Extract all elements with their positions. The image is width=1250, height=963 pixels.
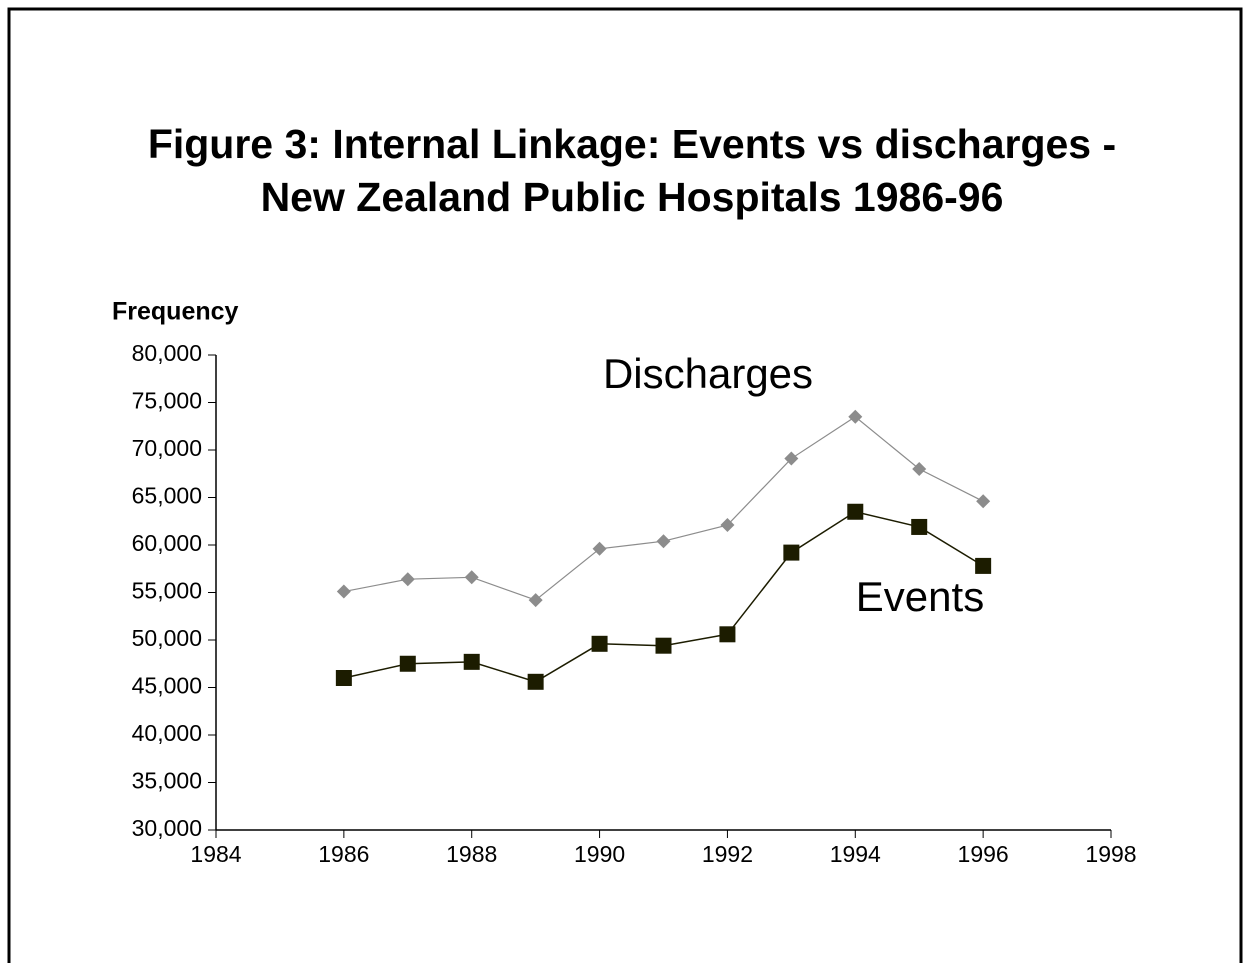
y-tick-label: 60,000	[132, 530, 202, 556]
marker	[335, 670, 352, 686]
marker	[527, 673, 544, 690]
marker	[591, 635, 608, 652]
chart-title: New Zealand Public Hospitals 1986-96	[261, 174, 1004, 220]
y-axis-label: Frequency	[112, 298, 239, 326]
marker	[400, 572, 415, 587]
marker	[399, 655, 416, 672]
y-tick-label: 65,000	[132, 483, 202, 509]
frame	[7, 7, 1243, 963]
y-tick-label: 40,000	[132, 720, 202, 746]
x-tick-label: 1994	[830, 841, 881, 867]
y-tick-label: 35,000	[132, 768, 202, 794]
series-label: Discharges	[603, 350, 813, 397]
marker	[784, 451, 799, 466]
x-tick-label: 1986	[318, 841, 369, 867]
marker	[912, 462, 927, 476]
marker	[976, 494, 991, 509]
y-tick-label: 75,000	[132, 388, 202, 414]
x-tick-label: 1998	[1085, 841, 1136, 867]
marker	[592, 541, 607, 556]
marker	[464, 570, 479, 585]
marker	[911, 518, 928, 535]
y-tick-label: 55,000	[132, 578, 202, 604]
marker	[655, 637, 672, 654]
marker	[720, 518, 735, 533]
marker	[719, 626, 736, 643]
marker	[848, 409, 863, 424]
y-tick-label: 80,000	[132, 340, 202, 366]
marker	[783, 544, 800, 561]
y-tick-label: 45,000	[132, 673, 202, 699]
marker	[528, 593, 543, 608]
x-tick-label: 1984	[190, 841, 241, 867]
x-tick-label: 1988	[446, 841, 497, 867]
marker	[975, 557, 992, 574]
x-tick-label: 1990	[574, 841, 625, 867]
marker	[847, 503, 864, 520]
series-label: Events	[856, 573, 984, 620]
y-tick-label: 30,000	[132, 815, 202, 841]
y-tick-label: 50,000	[132, 625, 202, 651]
marker	[463, 653, 480, 670]
x-tick-label: 1996	[958, 841, 1009, 867]
marker	[336, 584, 351, 599]
marker	[656, 534, 671, 549]
chart-title: Figure 3: Internal Linkage: Events vs di…	[148, 121, 1116, 167]
x-tick-label: 1992	[702, 841, 753, 867]
y-tick-label: 70,000	[132, 435, 202, 461]
